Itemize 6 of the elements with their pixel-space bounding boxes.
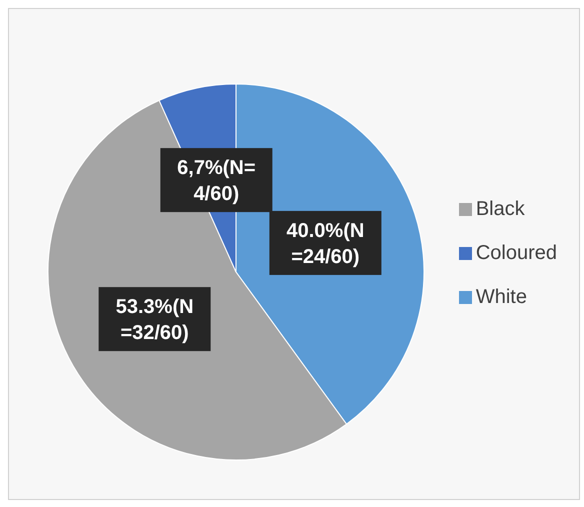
data-label: 6,7%(N= 4/60)	[177, 157, 256, 206]
legend-label: White	[476, 286, 527, 308]
data-label: 40.0%(N =24/60)	[286, 220, 364, 268]
legend-label: Coloured	[476, 242, 557, 264]
data-label: 53.3%(N =32/60)	[116, 296, 194, 344]
legend-label: Black	[476, 198, 525, 220]
